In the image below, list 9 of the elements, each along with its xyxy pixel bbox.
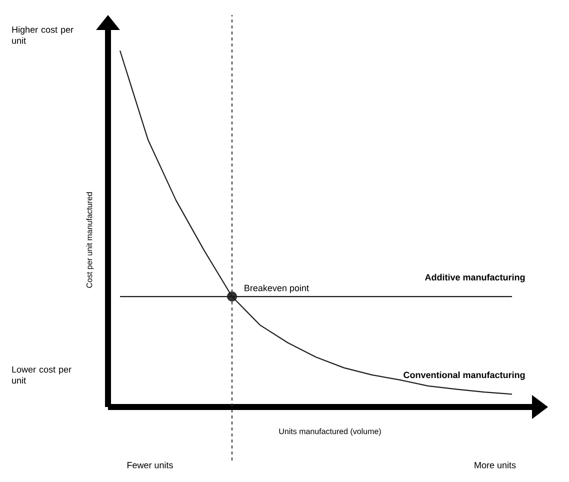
text: Lower cost per unit xyxy=(12,366,72,384)
series-label: Conventional manufacturing xyxy=(404,372,525,380)
text: Fewer units xyxy=(127,462,173,468)
series-label: Additive manufacturing xyxy=(424,274,525,282)
y-axis-title: Cost per unit manufactured xyxy=(86,192,94,288)
annotation: Breakeven point xyxy=(244,284,309,293)
x-axis-title: Units manufactured (volume) xyxy=(279,428,381,436)
text: Higher cost per unit xyxy=(12,26,74,44)
text: More units xyxy=(474,462,516,468)
